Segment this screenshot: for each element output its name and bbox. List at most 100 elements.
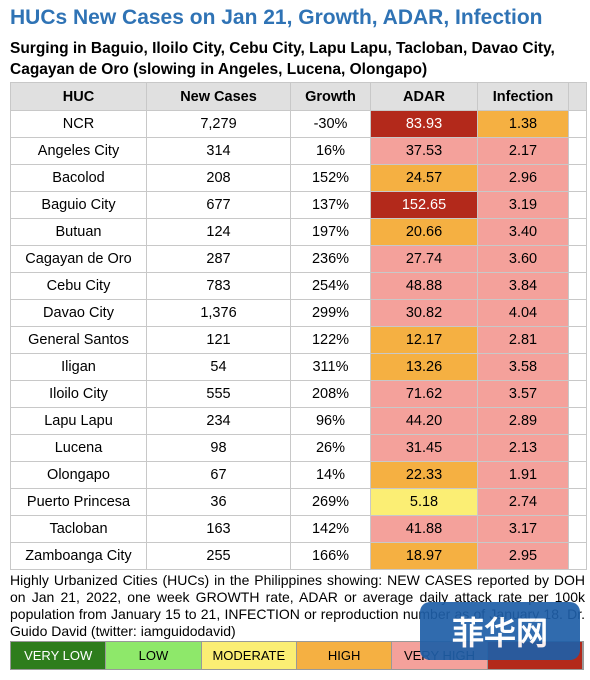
column-header: HUC [10, 82, 147, 111]
adar-cell: 71.62 [370, 380, 478, 408]
huc-cell: Lucena [10, 434, 147, 462]
new-cases-cell: 555 [146, 380, 291, 408]
blank-cell [568, 191, 587, 219]
adar-cell: 24.57 [370, 164, 478, 192]
legend-item: MODERATE [201, 642, 297, 669]
blank-cell [568, 515, 587, 543]
column-header: New Cases [146, 82, 291, 111]
blank-cell [568, 272, 587, 300]
table-row: Bacolod 208 152% 24.57 2.96 [10, 164, 587, 192]
blank-cell [568, 488, 587, 516]
title: HUCs New Cases on Jan 21, Growth, ADAR, … [10, 6, 543, 29]
huc-cell: Olongapo [10, 461, 147, 489]
column-header: ADAR [370, 82, 478, 111]
new-cases-cell: 783 [146, 272, 291, 300]
new-cases-cell: 7,279 [146, 110, 291, 138]
growth-cell: -30% [290, 110, 371, 138]
adar-cell: 44.20 [370, 407, 478, 435]
blank-header [568, 82, 587, 111]
growth-cell: 166% [290, 542, 371, 570]
adar-cell: 20.66 [370, 218, 478, 246]
adar-cell: 22.33 [370, 461, 478, 489]
table-row: Tacloban 163 142% 41.88 3.17 [10, 515, 587, 543]
growth-cell: 152% [290, 164, 371, 192]
blank-cell [568, 164, 587, 192]
growth-cell: 14% [290, 461, 371, 489]
table-row: Cebu City 783 254% 48.88 3.84 [10, 272, 587, 300]
growth-cell: 96% [290, 407, 371, 435]
table-row: Puerto Princesa 36 269% 5.18 2.74 [10, 488, 587, 516]
growth-cell: 197% [290, 218, 371, 246]
adar-cell: 12.17 [370, 326, 478, 354]
table-row: Lapu Lapu 234 96% 44.20 2.89 [10, 407, 587, 435]
table-row: Iloilo City 555 208% 71.62 3.57 [10, 380, 587, 408]
new-cases-cell: 208 [146, 164, 291, 192]
infection-cell: 2.74 [477, 488, 569, 516]
new-cases-cell: 98 [146, 434, 291, 462]
infection-cell: 3.40 [477, 218, 569, 246]
blank-cell [568, 110, 587, 138]
huc-cell: Zamboanga City [10, 542, 147, 570]
huc-cell: Iloilo City [10, 380, 147, 408]
huc-cell: Puerto Princesa [10, 488, 147, 516]
header-row: HUC New Cases Growth ADAR Infection [10, 82, 587, 111]
legend-item: VERY LOW [11, 642, 107, 669]
new-cases-cell: 287 [146, 245, 291, 273]
column-header: Infection [477, 82, 569, 111]
infection-cell: 2.96 [477, 164, 569, 192]
new-cases-cell: 67 [146, 461, 291, 489]
growth-cell: 299% [290, 299, 371, 327]
growth-cell: 311% [290, 353, 371, 381]
legend-item: HIGH [296, 642, 393, 669]
table-row: Angeles City 314 16% 37.53 2.17 [10, 137, 587, 165]
growth-cell: 254% [290, 272, 371, 300]
table-row: Lucena 98 26% 31.45 2.13 [10, 434, 587, 462]
table-row: Butuan 124 197% 20.66 3.40 [10, 218, 587, 246]
table-row: General Santos 121 122% 12.17 2.81 [10, 326, 587, 354]
huc-cell: Angeles City [10, 137, 147, 165]
infection-cell: 3.57 [477, 380, 569, 408]
new-cases-cell: 36 [146, 488, 291, 516]
adar-cell: 41.88 [370, 515, 478, 543]
growth-cell: 122% [290, 326, 371, 354]
blank-cell [568, 407, 587, 435]
huc-cell: Tacloban [10, 515, 147, 543]
new-cases-cell: 121 [146, 326, 291, 354]
blank-cell [568, 299, 587, 327]
table-row: Zamboanga City 255 166% 18.97 2.95 [10, 542, 587, 570]
new-cases-cell: 54 [146, 353, 291, 381]
infection-cell: 3.58 [477, 353, 569, 381]
growth-cell: 236% [290, 245, 371, 273]
new-cases-cell: 314 [146, 137, 291, 165]
growth-cell: 26% [290, 434, 371, 462]
infection-cell: 3.19 [477, 191, 569, 219]
blank-cell [568, 137, 587, 165]
infection-cell: 3.84 [477, 272, 569, 300]
infection-cell: 2.17 [477, 137, 569, 165]
infection-cell: 3.60 [477, 245, 569, 273]
growth-cell: 16% [290, 137, 371, 165]
infection-cell: 2.95 [477, 542, 569, 570]
blank-cell [568, 245, 587, 273]
huc-cell: Iligan [10, 353, 147, 381]
huc-cell: Butuan [10, 218, 147, 246]
huc-cell: Baguio City [10, 191, 147, 219]
huc-cell: Davao City [10, 299, 147, 327]
blank-cell [568, 326, 587, 354]
adar-cell: 48.88 [370, 272, 478, 300]
adar-cell: 37.53 [370, 137, 478, 165]
table-row: Olongapo 67 14% 22.33 1.91 [10, 461, 587, 489]
table-row: Iligan 54 311% 13.26 3.58 [10, 353, 587, 381]
infection-cell: 2.89 [477, 407, 569, 435]
adar-cell: 152.65 [370, 191, 478, 219]
huc-cell: Bacolod [10, 164, 147, 192]
infection-cell: 2.13 [477, 434, 569, 462]
blank-cell [568, 380, 587, 408]
infection-cell: 1.91 [477, 461, 569, 489]
adar-cell: 13.26 [370, 353, 478, 381]
new-cases-cell: 255 [146, 542, 291, 570]
growth-cell: 137% [290, 191, 371, 219]
adar-cell: 83.93 [370, 110, 478, 138]
new-cases-cell: 1,376 [146, 299, 291, 327]
blank-cell [568, 353, 587, 381]
